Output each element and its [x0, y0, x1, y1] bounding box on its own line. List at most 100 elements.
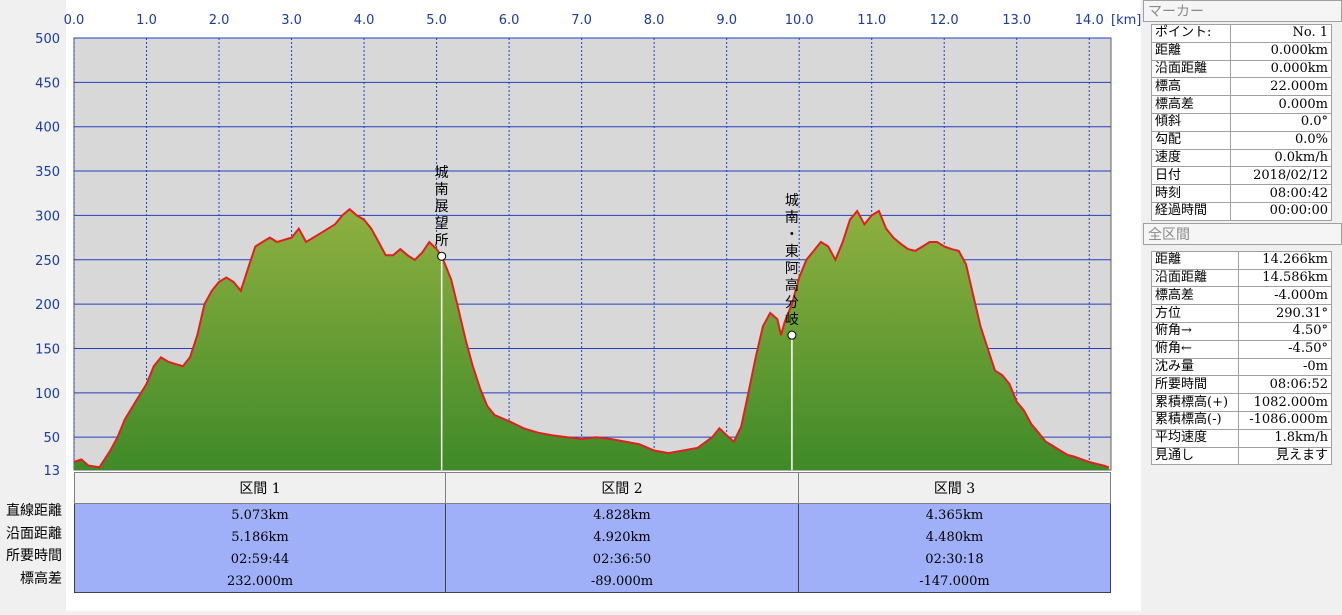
segment-row: 5.073km 4.828km 4.365km — [74, 503, 1111, 526]
info-row: 沿面距離 14.586km — [1151, 268, 1333, 288]
x-tick-label: 3.0 — [281, 13, 302, 28]
info-label: 平均速度 — [1151, 428, 1239, 448]
info-value: 4.50° — [1237, 321, 1333, 341]
info-value: 0.000m — [1229, 95, 1332, 114]
y-tick-label: 150 — [35, 342, 60, 357]
info-row: 方位 290.31° — [1151, 304, 1333, 323]
y-tick-label: 250 — [35, 254, 60, 269]
y-tick-label: 450 — [35, 76, 60, 91]
info-label: ポイント: — [1151, 24, 1231, 43]
info-value: 0.0° — [1229, 112, 1332, 132]
segment-cell: 4.480km — [798, 526, 1111, 548]
y-tick-label: 200 — [35, 298, 60, 313]
info-value: No. 1 — [1229, 24, 1332, 43]
x-tick-label: 1.0 — [136, 13, 157, 28]
info-value: 1.8km/h — [1237, 428, 1333, 448]
info-row: ポイント: No. 1 — [1151, 24, 1332, 43]
info-label: 累積標高(-) — [1151, 410, 1239, 430]
marker-table: ポイント: No. 1 距離 0.000km 沿面距離 0.000km 標高 22.000m 標… — [1151, 24, 1332, 221]
segment-row-label: 所要時間 — [6, 548, 62, 564]
info-label: 勾配 — [1151, 130, 1231, 150]
x-tick-label: 2.0 — [209, 13, 230, 28]
info-label: 標高 — [1151, 77, 1231, 97]
marker-label: 城南・東阿高分岐 — [785, 193, 799, 328]
info-row: 俯角→ 4.50° — [1151, 321, 1333, 341]
x-tick-label: 10.0 — [785, 13, 814, 28]
info-value: 0.0% — [1229, 130, 1332, 150]
segment-header: 区間 2 — [445, 472, 799, 504]
info-row: 俯角← -4.50° — [1151, 339, 1333, 359]
info-label: 見通し — [1151, 446, 1239, 466]
info-row: 平均速度 1.8km/h — [1151, 428, 1333, 448]
info-row: 標高差 0.000m — [1151, 95, 1332, 114]
x-tick-label: 12.0 — [930, 13, 959, 28]
segment-cell: 4.828km — [445, 503, 799, 526]
info-label: 傾斜 — [1151, 112, 1231, 132]
segment-row: 5.186km 4.920km 4.480km — [74, 526, 1111, 548]
info-value: 14.586km — [1237, 268, 1333, 288]
info-value: -1086.000m — [1237, 410, 1333, 430]
info-value: -0m — [1237, 357, 1333, 377]
info-row: 沈み量 -0m — [1151, 357, 1333, 377]
info-label: 標高差 — [1151, 286, 1239, 306]
x-tick-label: 9.0 — [716, 13, 737, 28]
info-value: 見えます — [1237, 446, 1333, 466]
segment-row-label: 標高差 — [20, 570, 62, 587]
segment-cell: 02:59:44 — [74, 548, 446, 570]
segment-row-label: 直線距離 — [6, 503, 62, 519]
segment-cell: 4.920km — [445, 526, 799, 548]
segment-cell: 02:30:18 — [798, 548, 1111, 570]
info-label: 俯角← — [1151, 339, 1239, 359]
info-value: -4.000m — [1237, 286, 1333, 306]
y-tick-label: 50 — [43, 431, 60, 446]
x-tick-label: 7.0 — [571, 13, 592, 28]
info-label: 速度 — [1151, 148, 1231, 168]
info-row: 距離 0.000km — [1151, 41, 1332, 61]
info-row: 見通し 見えます — [1151, 446, 1333, 466]
left-label-strip — [0, 0, 66, 611]
info-row: 傾斜 0.0° — [1151, 112, 1332, 132]
info-label: 時刻 — [1151, 184, 1231, 203]
x-tick-label: 4.0 — [354, 13, 375, 28]
info-label: 標高差 — [1151, 95, 1231, 114]
x-tick-label: 8.0 — [644, 13, 665, 28]
info-row: 距離 14.266km — [1151, 250, 1333, 270]
total-table: 距離 14.266km 沿面距離 14.586km 標高差 -4.000m 方位 290.31… — [1151, 250, 1333, 466]
marker-point[interactable] — [787, 330, 797, 340]
info-label: 日付 — [1151, 166, 1231, 186]
info-row: 日付 2018/02/12 — [1151, 166, 1332, 186]
info-row: 標高差 -4.000m — [1151, 286, 1333, 306]
info-row: 勾配 0.0% — [1151, 130, 1332, 150]
info-value: -4.50° — [1237, 339, 1333, 359]
info-row: 沿面距離 0.000km — [1151, 59, 1332, 79]
segment-row: 02:59:44 02:36:50 02:30:18 — [74, 548, 1111, 570]
segment-table: 区間 1 区間 2 区間 3 5.073km 4.828km 4.365km 5.18… — [74, 472, 1111, 593]
info-value: 2018/02/12 — [1229, 166, 1332, 186]
segment-header: 区間 3 — [798, 472, 1111, 504]
segment-cell: -89.000m — [445, 570, 799, 593]
segment-row: 232.000m -89.000m -147.000m — [74, 570, 1111, 593]
info-row: 標高 22.000m — [1151, 77, 1332, 97]
info-row: 累積標高(-) -1086.000m — [1151, 410, 1333, 430]
info-value: 290.31° — [1237, 304, 1333, 323]
elevation-chart: 城南展望所 城南・東阿高分岐 0.0 1.0 2.0 3.0 4.0 5.0 6.0 7.0 8.… — [35, 13, 1141, 479]
marker-point[interactable] — [437, 251, 447, 261]
info-label: 距離 — [1151, 41, 1231, 61]
segment-cell: 02:36:50 — [445, 548, 799, 570]
segment-cell: 5.073km — [74, 503, 446, 526]
y-tick-label: 350 — [35, 165, 60, 180]
info-row: 経過時間 00:00:00 — [1151, 201, 1332, 221]
info-label: 累積標高(+) — [1151, 393, 1239, 412]
info-row: 累積標高(+) 1082.000m — [1151, 393, 1333, 412]
info-row: 所要時間 08:06:52 — [1151, 375, 1333, 395]
info-label: 沿面距離 — [1151, 268, 1239, 288]
x-tick-label: 11.0 — [857, 13, 886, 28]
info-panel: マーカー ポイント: No. 1 距離 0.000km 沿面距離 0.000km 標高 22.… — [1143, 0, 1342, 611]
info-value: 0.000km — [1229, 41, 1332, 61]
info-label: 経過時間 — [1151, 201, 1231, 221]
segment-row-label: 沿面距離 — [6, 525, 62, 542]
x-tick-label: 6.0 — [499, 13, 520, 28]
info-label: 所要時間 — [1151, 375, 1239, 395]
elevation-area — [74, 209, 1109, 470]
elevation-chart-area: 城南展望所 城南・東阿高分岐 0.0 1.0 2.0 3.0 4.0 5.0 6.0 7.0 8.… — [35, 0, 1141, 611]
